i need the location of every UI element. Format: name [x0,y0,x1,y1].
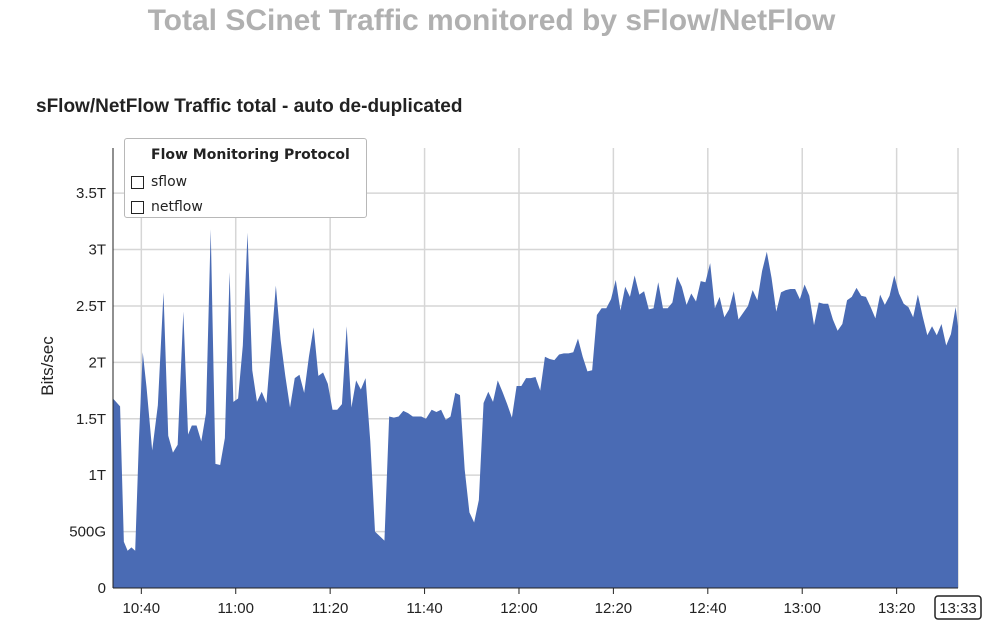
y-tick-label: 3.5T [76,185,106,202]
x-tick-label: 11:20 [312,600,348,617]
netflow-checkbox[interactable] [131,200,144,214]
y-tick-label: 2.5T [76,298,106,315]
axes: 0 500G 1T 1.5T 2T 2.5T 3T 3.5T 10:40 11:00 11:20 11… [69,148,982,620]
x-tick-label: 12:20 [595,600,633,617]
y-tick-label: 1T [88,467,106,484]
legend-label-sflow: sflow [151,174,188,190]
y-tick-label: 2T [88,354,106,371]
series-area-total [113,229,958,589]
y-axis-label: Bits/sec [38,336,57,396]
legend-item-netflow[interactable]: netflow [131,198,203,216]
x-tick-label: 11:00 [218,600,254,617]
legend-item-sflow[interactable]: sflow [131,173,187,191]
page-title: Total SCinet Traffic monitored by sFlow/… [147,4,836,37]
legend-title: Flow Monitoring Protocol [151,147,350,163]
sflow-checkbox[interactable] [131,175,144,189]
current-time-box [934,595,982,620]
chart-title: sFlow/NetFlow Traffic total - auto de-du… [36,96,463,117]
x-tick-label: 13:00 [783,600,821,617]
area-layer [113,229,958,589]
current-time-label: 13:33 [939,600,977,617]
y-tick-label: 0 [98,580,106,597]
x-tick-label: 13:20 [878,600,916,617]
y-tick-label: 500G [69,524,106,541]
legend: Flow Monitoring Protocol sflow netflow [124,138,367,218]
x-tick-label: 11:40 [406,600,442,617]
x-tick-label: 12:00 [500,600,538,617]
x-tick-label: 12:40 [689,600,727,617]
legend-label-netflow: netflow [151,199,203,215]
y-tick-label: 1.5T [76,411,106,428]
x-tick-label: 10:40 [123,600,161,617]
y-tick-label: 3T [88,242,106,259]
